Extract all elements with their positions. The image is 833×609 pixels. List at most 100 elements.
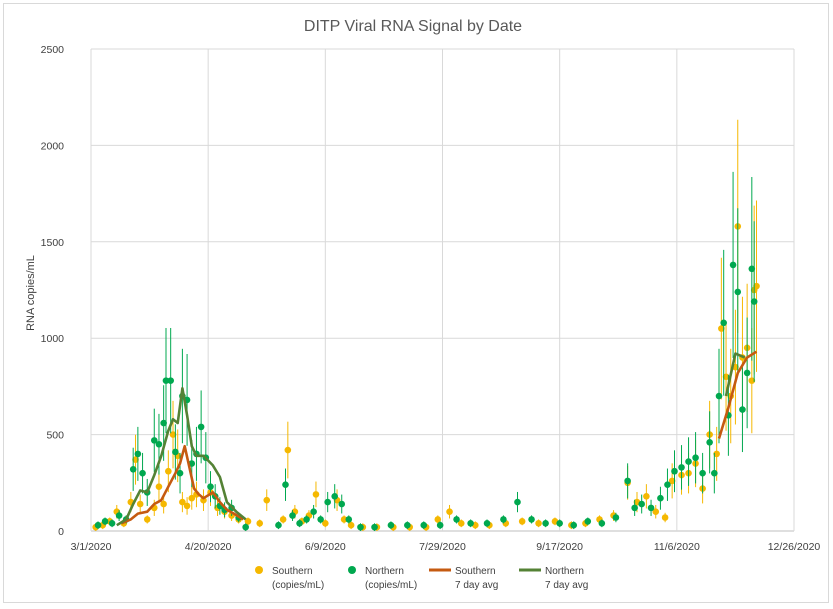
y-tick-label: 1500: [41, 237, 65, 249]
northern-point: [734, 288, 742, 296]
northern-point: [624, 477, 631, 485]
legend-marker-southern: [255, 566, 263, 574]
southern-point: [322, 519, 329, 527]
northern-point: [160, 419, 167, 427]
northern-point: [282, 481, 289, 489]
northern-point: [172, 448, 179, 456]
northern-point: [528, 516, 535, 523]
southern-point: [434, 516, 442, 523]
southern-point: [179, 498, 186, 506]
southern-point: [136, 500, 144, 508]
southern-avg-line: [717, 350, 758, 439]
northern-point: [715, 392, 723, 400]
legend: Southern (copies/mL) Northern (copies/mL) So…: [255, 566, 588, 591]
southern-point: [748, 377, 756, 384]
southern-point: [340, 516, 348, 523]
northern-point: [631, 504, 638, 512]
legend-label-southern_avg: Southern: [455, 566, 496, 577]
northern-point: [357, 523, 364, 531]
northern-point: [101, 518, 109, 525]
southern-point: [652, 508, 660, 516]
chart-frame: DITP Viral RNA Signal by Date RNA copies…: [3, 3, 829, 603]
legend-label-northern_avg-2: 7 day avg: [545, 580, 588, 591]
northern-point: [207, 483, 214, 490]
southern-point: [155, 483, 163, 490]
x-tick-label: 7/29/2020: [419, 541, 466, 553]
southern-point: [169, 431, 177, 438]
northern-point: [467, 519, 474, 527]
y-axis-label: RNA copies/mL: [25, 255, 37, 331]
southern-point: [457, 519, 465, 527]
northern-point: [748, 265, 756, 273]
northern-avg-line: [116, 387, 247, 527]
plot-area: [92, 119, 760, 531]
southern-point: [446, 508, 453, 516]
northern-point: [729, 261, 737, 269]
chart-svg: DITP Viral RNA Signal by Date RNA copies…: [25, 18, 821, 591]
y-tick-label: 2500: [41, 44, 65, 56]
northern-point: [750, 298, 758, 305]
northern-point: [115, 512, 123, 519]
southern-point: [160, 500, 167, 508]
southern-point: [284, 446, 292, 454]
southern-point: [143, 516, 151, 523]
northern-point: [743, 369, 751, 377]
x-tick-label: 3/1/2020: [71, 541, 112, 553]
northern-point: [176, 469, 184, 477]
northern-point: [331, 492, 339, 500]
northern-point: [638, 500, 645, 508]
northern-avg-line: [724, 352, 746, 397]
southern-point: [279, 516, 287, 523]
southern-point: [183, 502, 191, 510]
southern-point: [718, 325, 725, 332]
northern-point: [108, 519, 116, 527]
y-tick-labels: 0 500 1000 1500 2000 2500: [41, 44, 65, 538]
legend-label-southern-2: (copies/mL): [272, 580, 324, 591]
northern-point: [150, 437, 158, 444]
northern-point: [612, 514, 620, 521]
northern-point: [657, 494, 664, 502]
northern-point: [296, 519, 303, 527]
southern-point: [518, 518, 526, 525]
northern-point: [685, 458, 692, 465]
southern-point: [722, 373, 730, 381]
northern-point: [542, 519, 549, 527]
northern-point: [739, 406, 746, 413]
northern-point: [647, 504, 655, 512]
legend-label-southern_avg-2: 7 day avg: [455, 580, 498, 591]
northern-point: [598, 519, 606, 527]
northern-point: [94, 521, 102, 529]
northern-point: [556, 519, 563, 527]
southern-point: [256, 519, 264, 527]
y-tick-label: 2000: [41, 140, 65, 152]
southern-point: [643, 492, 650, 500]
northern-point: [570, 521, 578, 529]
northern-point: [338, 500, 346, 508]
y-tick-label: 1000: [41, 333, 65, 345]
northern-point: [167, 377, 174, 384]
northern-point: [155, 440, 163, 448]
gridlines: [90, 48, 795, 532]
southern-point: [347, 521, 355, 529]
northern-point: [720, 319, 727, 327]
northern-point: [129, 466, 137, 473]
x-tick-label: 4/20/2020: [185, 541, 232, 553]
northern-point: [514, 498, 521, 506]
northern-point: [310, 508, 317, 516]
northern-point: [134, 450, 142, 458]
northern-point: [345, 516, 353, 523]
x-tick-labels: 3/1/2020 4/20/2020 6/9/2020 7/29/2020 9/17/2…: [71, 541, 821, 553]
southern-point: [244, 518, 252, 525]
legend-label-northern_avg: Northern: [545, 566, 584, 577]
legend-marker-northern: [348, 566, 356, 574]
southern-point: [713, 450, 720, 458]
northern-point: [500, 516, 507, 523]
northern-point: [242, 523, 249, 531]
southern-point: [132, 456, 139, 463]
northern-point: [678, 464, 685, 471]
northern-point: [404, 521, 411, 529]
southern-point: [188, 494, 196, 502]
northern-point: [420, 521, 428, 529]
northern-point: [162, 377, 170, 384]
chart-title: DITP Viral RNA Signal by Date: [304, 18, 522, 35]
